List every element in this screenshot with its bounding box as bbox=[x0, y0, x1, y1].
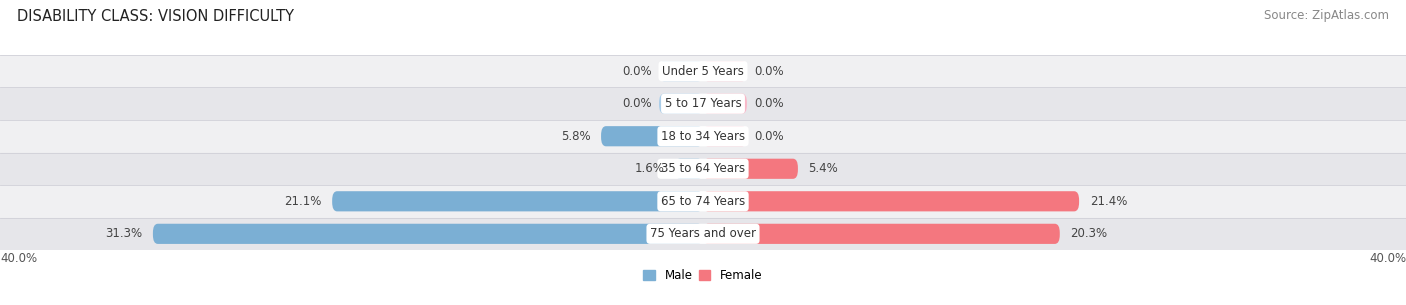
FancyBboxPatch shape bbox=[703, 94, 747, 114]
FancyBboxPatch shape bbox=[153, 224, 703, 244]
FancyBboxPatch shape bbox=[0, 88, 1406, 120]
Text: 31.3%: 31.3% bbox=[105, 227, 142, 240]
Text: 65 to 74 Years: 65 to 74 Years bbox=[661, 195, 745, 208]
Text: DISABILITY CLASS: VISION DIFFICULTY: DISABILITY CLASS: VISION DIFFICULTY bbox=[17, 9, 294, 24]
Text: 35 to 64 Years: 35 to 64 Years bbox=[661, 162, 745, 175]
FancyBboxPatch shape bbox=[0, 120, 1406, 152]
FancyBboxPatch shape bbox=[703, 224, 1060, 244]
Text: 18 to 34 Years: 18 to 34 Years bbox=[661, 130, 745, 143]
Text: 21.1%: 21.1% bbox=[284, 195, 322, 208]
FancyBboxPatch shape bbox=[0, 152, 1406, 185]
Text: 75 Years and over: 75 Years and over bbox=[650, 227, 756, 240]
FancyBboxPatch shape bbox=[602, 126, 703, 146]
Text: Under 5 Years: Under 5 Years bbox=[662, 65, 744, 78]
Text: 21.4%: 21.4% bbox=[1090, 195, 1128, 208]
FancyBboxPatch shape bbox=[0, 217, 1406, 250]
Text: 0.0%: 0.0% bbox=[623, 97, 652, 110]
Text: 40.0%: 40.0% bbox=[1369, 252, 1406, 265]
Text: 0.0%: 0.0% bbox=[754, 97, 783, 110]
FancyBboxPatch shape bbox=[703, 126, 747, 146]
FancyBboxPatch shape bbox=[703, 191, 1080, 211]
Text: 20.3%: 20.3% bbox=[1070, 227, 1108, 240]
Text: 40.0%: 40.0% bbox=[0, 252, 37, 265]
Text: 5.8%: 5.8% bbox=[561, 130, 591, 143]
Text: 5 to 17 Years: 5 to 17 Years bbox=[665, 97, 741, 110]
Text: Source: ZipAtlas.com: Source: ZipAtlas.com bbox=[1264, 9, 1389, 22]
Legend: Male, Female: Male, Female bbox=[638, 265, 768, 287]
FancyBboxPatch shape bbox=[0, 55, 1406, 88]
FancyBboxPatch shape bbox=[675, 159, 703, 179]
FancyBboxPatch shape bbox=[0, 185, 1406, 217]
Text: 0.0%: 0.0% bbox=[754, 130, 783, 143]
FancyBboxPatch shape bbox=[332, 191, 703, 211]
Text: 1.6%: 1.6% bbox=[634, 162, 665, 175]
FancyBboxPatch shape bbox=[659, 61, 703, 81]
Text: 0.0%: 0.0% bbox=[623, 65, 652, 78]
FancyBboxPatch shape bbox=[703, 159, 799, 179]
Text: 0.0%: 0.0% bbox=[754, 65, 783, 78]
Text: 5.4%: 5.4% bbox=[808, 162, 838, 175]
FancyBboxPatch shape bbox=[659, 94, 703, 114]
FancyBboxPatch shape bbox=[703, 61, 747, 81]
